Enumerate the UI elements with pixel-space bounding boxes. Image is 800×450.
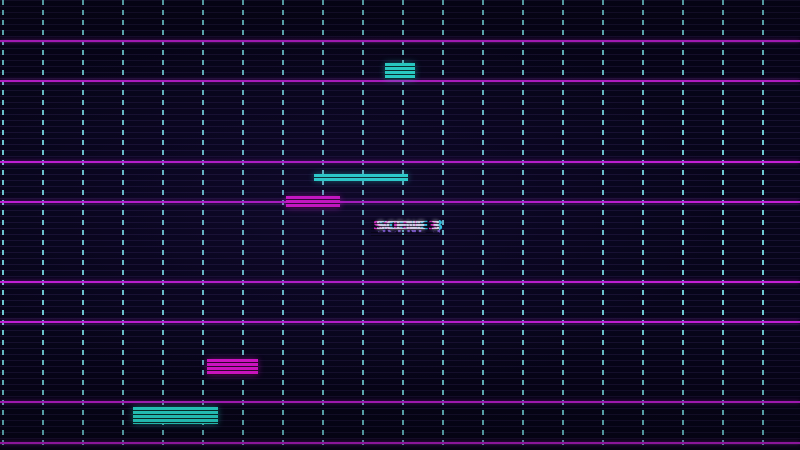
bar-4 bbox=[207, 359, 258, 375]
bar-5 bbox=[133, 407, 218, 424]
bar-3 bbox=[286, 196, 340, 208]
scene-title: SCENE 3 SCENE 3 SCENE 3 SCENE 3 bbox=[371, 218, 443, 236]
bar-2 bbox=[314, 174, 408, 181]
bar-1 bbox=[385, 63, 415, 79]
scene-title-text: SCENE 3 bbox=[376, 219, 441, 234]
